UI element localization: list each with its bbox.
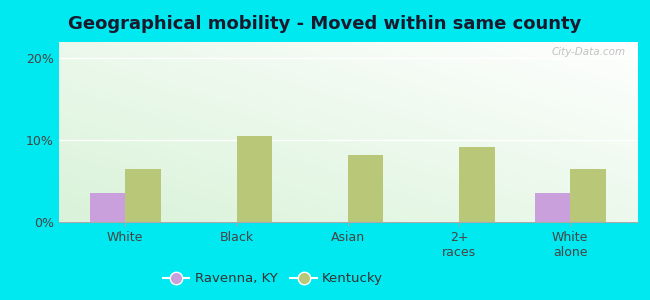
Bar bbox=[237, 136, 272, 222]
Bar bbox=[570, 169, 606, 222]
Bar bbox=[459, 147, 495, 222]
Text: Geographical mobility - Moved within same county: Geographical mobility - Moved within sam… bbox=[68, 15, 582, 33]
Bar bbox=[90, 194, 125, 222]
Bar bbox=[535, 194, 570, 222]
Bar bbox=[125, 169, 161, 222]
Legend: Ravenna, KY, Kentucky: Ravenna, KY, Kentucky bbox=[157, 267, 389, 290]
Text: City-Data.com: City-Data.com bbox=[551, 47, 625, 57]
Bar bbox=[348, 155, 383, 222]
